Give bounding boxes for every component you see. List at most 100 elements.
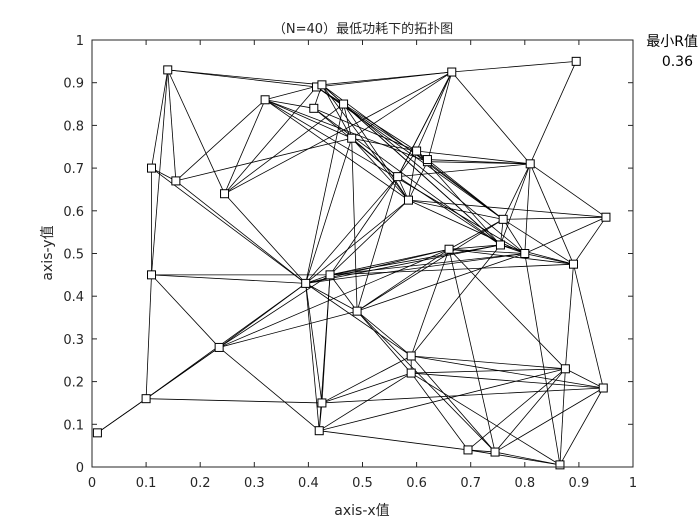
edge-line bbox=[351, 137, 409, 201]
node-marker bbox=[525, 159, 535, 169]
edge-line bbox=[448, 249, 496, 453]
node-marker bbox=[598, 383, 608, 393]
node-marker bbox=[339, 99, 349, 109]
node-marker bbox=[92, 428, 102, 438]
edge-line bbox=[356, 310, 412, 357]
x-axis: 0 0.1 0.2 0.3 0.4 0.5 0.6 0.7 0.8 0.9 1 bbox=[88, 40, 637, 491]
edge-line bbox=[343, 103, 353, 139]
x-tick-label: 0.1 bbox=[136, 476, 157, 491]
edge-line bbox=[305, 283, 412, 357]
edge-line bbox=[305, 283, 358, 312]
edge-line bbox=[321, 274, 331, 403]
edge-line bbox=[467, 449, 561, 466]
y-tick-label: 0.3 bbox=[63, 333, 84, 348]
edge-line bbox=[265, 99, 314, 109]
edge-line bbox=[416, 150, 501, 246]
x-tick-label: 0.9 bbox=[569, 476, 590, 491]
node-marker bbox=[495, 240, 505, 250]
y-tick-label: 0 bbox=[76, 461, 84, 476]
edge-line bbox=[264, 99, 409, 201]
edge-line bbox=[146, 398, 322, 404]
y-axis-label: axis-y值 bbox=[40, 225, 56, 280]
edge-line bbox=[343, 103, 526, 254]
edge-line bbox=[448, 218, 504, 250]
y-tick-label: 0.6 bbox=[63, 205, 84, 220]
edge-line bbox=[305, 283, 320, 431]
node-marker bbox=[444, 244, 454, 254]
edge-line bbox=[451, 71, 531, 165]
edge-line bbox=[145, 274, 152, 399]
edge-line bbox=[494, 451, 561, 466]
edge-line bbox=[305, 138, 353, 284]
edge-line bbox=[410, 244, 501, 357]
edge-line bbox=[305, 253, 525, 284]
edge-line bbox=[351, 137, 417, 152]
edge-line bbox=[329, 248, 450, 276]
node-marker bbox=[141, 394, 151, 404]
node-marker bbox=[406, 368, 416, 378]
edge-line bbox=[449, 248, 574, 265]
node-marker bbox=[347, 133, 357, 143]
node-group bbox=[92, 56, 611, 470]
edge-line bbox=[321, 84, 353, 139]
edge-line bbox=[427, 159, 531, 165]
node-marker bbox=[214, 342, 224, 352]
edge-line bbox=[524, 253, 574, 265]
edge-line bbox=[408, 199, 504, 220]
y-tick-label: 0.4 bbox=[63, 290, 84, 305]
x-tick-label: 0.8 bbox=[514, 476, 535, 491]
node-marker bbox=[560, 364, 570, 374]
node-marker bbox=[325, 270, 335, 280]
edge-line bbox=[167, 69, 322, 86]
x-tick-label: 1 bbox=[629, 476, 637, 491]
node-marker bbox=[601, 212, 611, 222]
edge-line bbox=[218, 283, 306, 348]
edge-line bbox=[502, 219, 574, 265]
node-marker bbox=[260, 95, 270, 105]
node-marker bbox=[220, 189, 230, 199]
edge-group bbox=[97, 60, 607, 466]
edge-line bbox=[319, 368, 566, 432]
edge-line bbox=[448, 248, 566, 370]
edge-line bbox=[411, 355, 604, 389]
edge-line bbox=[573, 216, 607, 265]
edge-line bbox=[329, 274, 358, 312]
edge-line bbox=[410, 372, 561, 466]
edge-line bbox=[305, 199, 409, 284]
edge-line bbox=[175, 99, 266, 182]
y-axis: 0 0.1 0.2 0.3 0.4 0.5 0.6 0.7 0.8 0.9 1 bbox=[63, 34, 633, 476]
edge-line bbox=[329, 176, 398, 276]
edge-line bbox=[494, 368, 566, 453]
edge-line bbox=[224, 86, 317, 194]
edge-line bbox=[356, 310, 412, 374]
node-marker bbox=[317, 398, 327, 408]
edge-line bbox=[397, 71, 453, 177]
edge-line bbox=[305, 103, 344, 284]
node-marker bbox=[412, 146, 422, 156]
edge-line bbox=[321, 71, 452, 86]
edge-line bbox=[167, 69, 225, 194]
edge-line bbox=[356, 253, 525, 312]
edge-line bbox=[529, 163, 574, 265]
y-tick-label: 0.7 bbox=[63, 162, 84, 177]
edge-line bbox=[330, 263, 574, 276]
edge-line bbox=[500, 244, 574, 265]
edge-line bbox=[175, 137, 352, 182]
y-tick-label: 0.2 bbox=[63, 376, 84, 391]
edge-line bbox=[224, 193, 306, 284]
edge-line bbox=[416, 71, 453, 152]
edge-line bbox=[151, 69, 169, 169]
edge-line bbox=[219, 310, 358, 348]
y-tick-label: 1 bbox=[76, 34, 84, 49]
edge-line bbox=[524, 163, 531, 254]
node-marker bbox=[447, 67, 457, 77]
edge-line bbox=[416, 150, 531, 165]
edge-line bbox=[175, 180, 306, 284]
edge-line bbox=[313, 107, 501, 246]
node-marker bbox=[393, 172, 403, 182]
edge-line bbox=[319, 430, 469, 451]
edge-line bbox=[573, 264, 604, 389]
edge-line bbox=[451, 60, 577, 73]
edge-line bbox=[427, 71, 453, 162]
